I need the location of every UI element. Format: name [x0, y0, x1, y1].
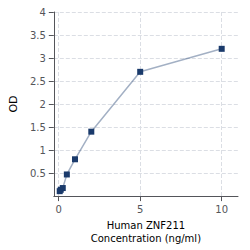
svg-text:5: 5	[137, 204, 143, 215]
svg-text:4: 4	[39, 7, 45, 18]
svg-text:2.5: 2.5	[30, 76, 46, 87]
svg-text:1: 1	[39, 145, 45, 156]
svg-text:2: 2	[39, 99, 45, 110]
svg-text:3: 3	[39, 53, 45, 64]
svg-text:3.5: 3.5	[30, 30, 46, 41]
svg-text:0: 0	[56, 204, 62, 215]
svg-text:OD: OD	[7, 95, 20, 112]
svg-text:10: 10	[215, 204, 228, 215]
svg-text:Concentration (ng/ml): Concentration (ng/ml)	[91, 233, 201, 244]
svg-text:Human ZNF211: Human ZNF211	[107, 220, 185, 231]
svg-text:1.5: 1.5	[30, 122, 46, 133]
svg-text:0.5: 0.5	[30, 168, 46, 179]
